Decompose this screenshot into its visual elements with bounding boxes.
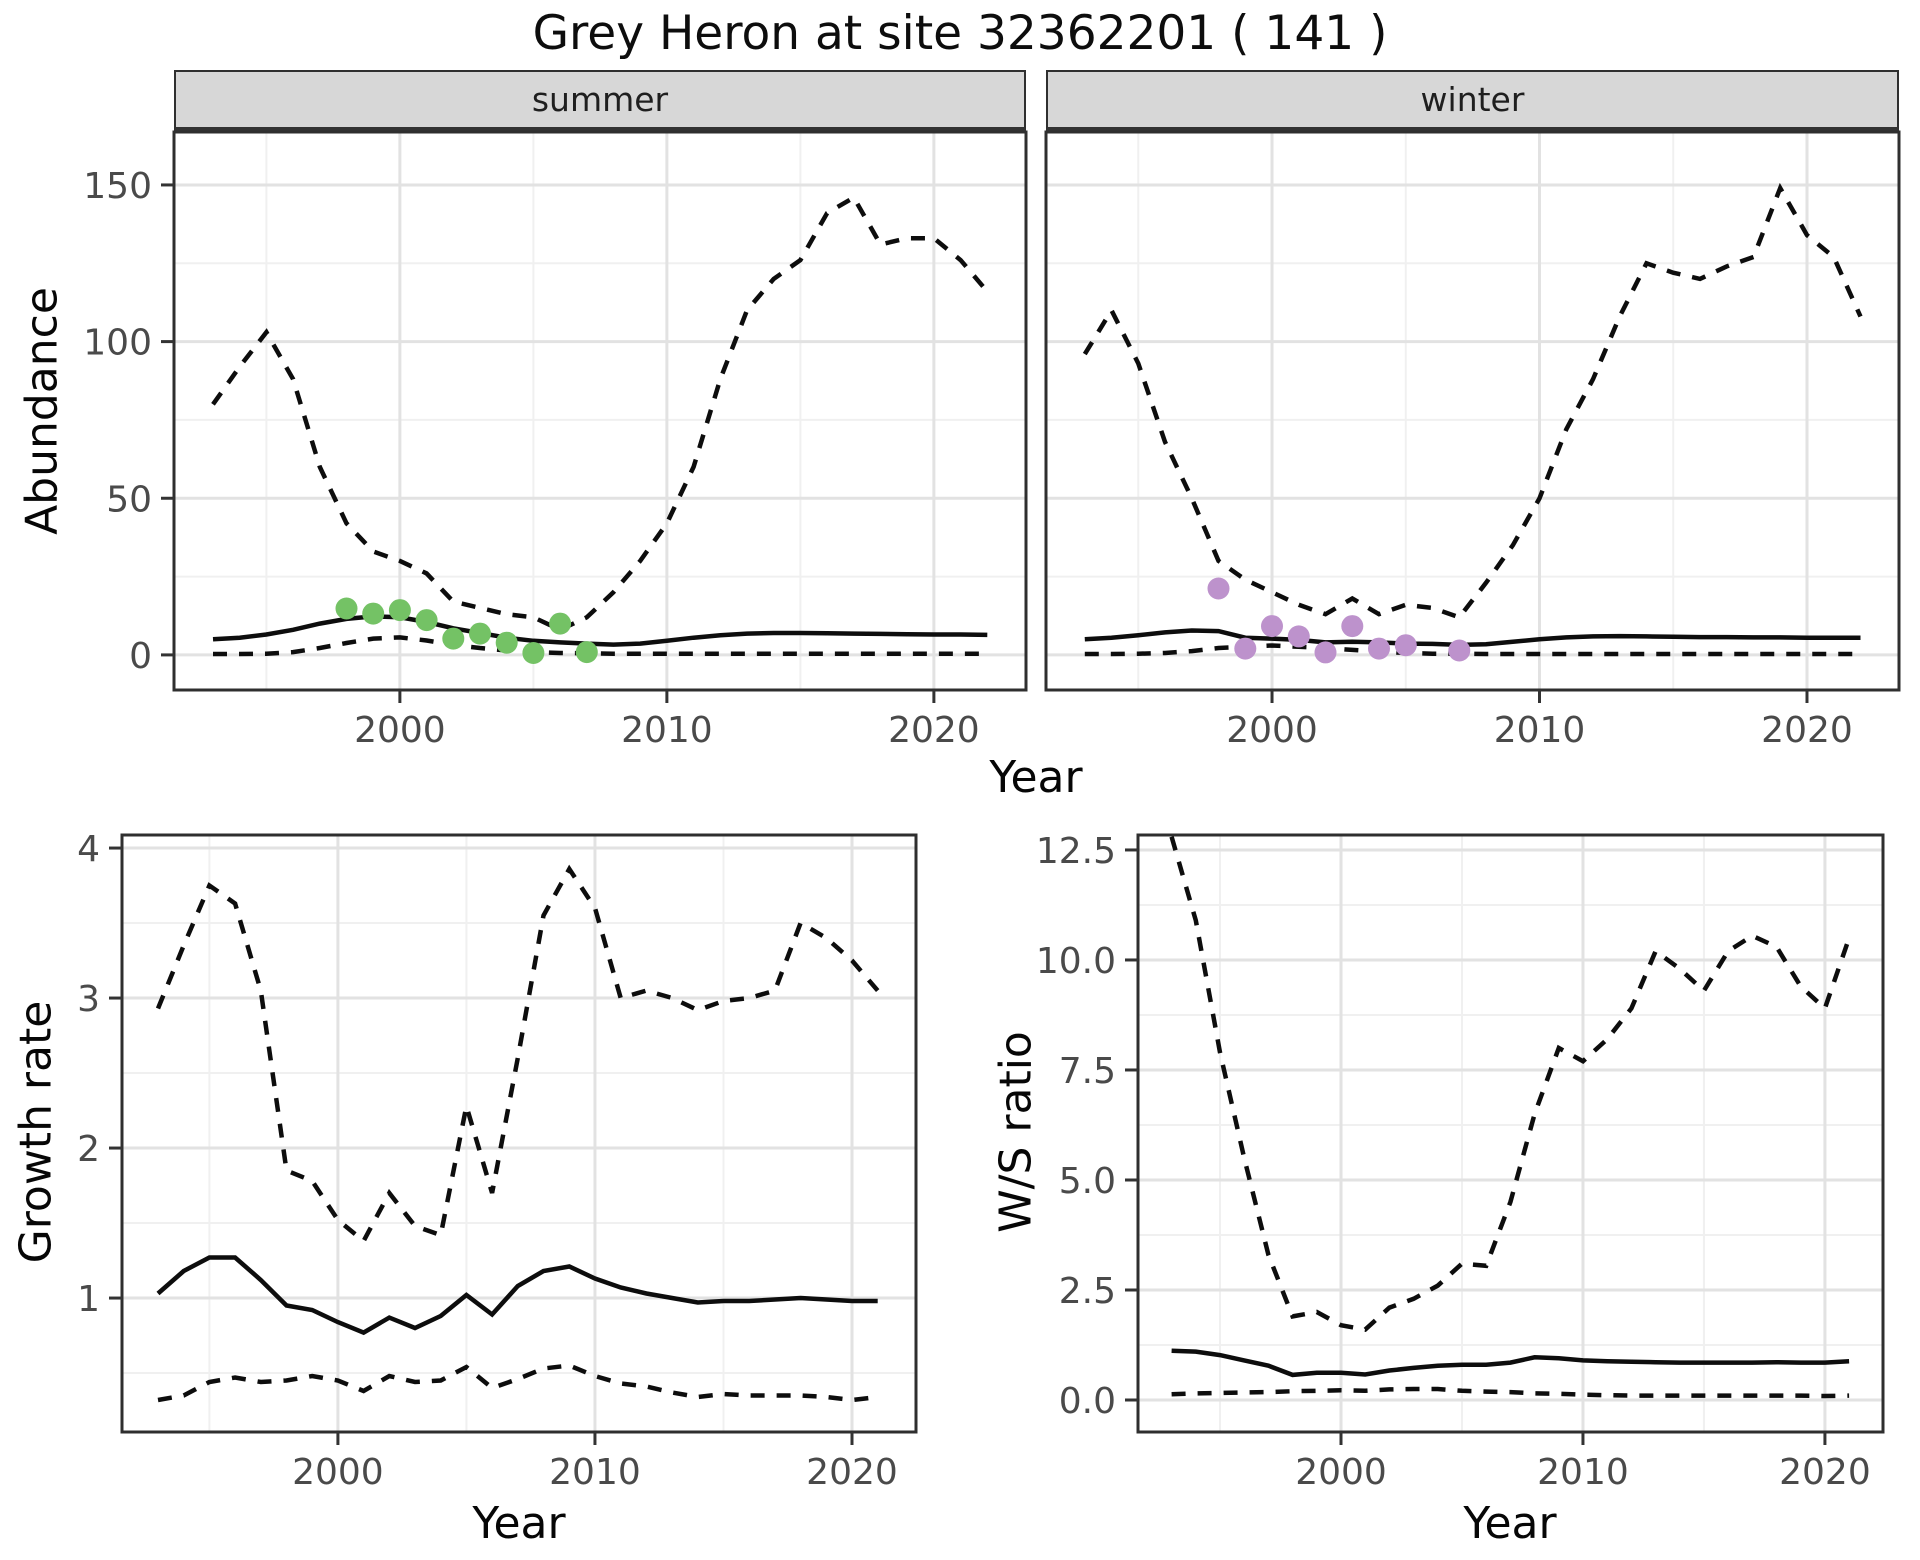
panel-abundance-summer: 2000 2010 2020 0 50 100 150 — [83, 130, 1028, 751]
y-tick-label: 10.0 — [1036, 941, 1116, 982]
x-tick-label: 2020 — [888, 710, 980, 751]
series-lower_95ci-line — [1171, 1386, 1850, 1399]
observed-counts-point — [442, 627, 465, 650]
y-tick-label: 150 — [83, 166, 152, 207]
observed-counts-point — [1207, 577, 1230, 600]
observed-counts-point — [469, 622, 491, 645]
observed-counts-point — [388, 599, 411, 622]
x-tick-label: 2020 — [1779, 1452, 1871, 1493]
x-tick-label: 2000 — [292, 1452, 384, 1493]
y-tick-label: 0 — [129, 636, 152, 677]
y-tick-label: 50 — [106, 479, 152, 520]
y-tick-label: 7.5 — [1059, 1051, 1116, 1092]
panel-growth-rate: 2000 2010 2020 1 2 3 4 — [77, 829, 918, 1493]
figure-title: Grey Heron at site 32362201 ( 141 ) — [532, 6, 1388, 61]
observed-counts-point — [1394, 634, 1417, 657]
y-tick-label: 2.5 — [1059, 1271, 1116, 1312]
y-axis-label-growth-rate: Growth rate — [10, 1000, 62, 1264]
observed-counts-point — [495, 631, 518, 654]
series-upper_95ci-line — [211, 194, 990, 633]
x-tick-label: 2000 — [1295, 1452, 1387, 1493]
y-tick-label: 1 — [77, 1279, 100, 1320]
y-tick-label: 100 — [83, 323, 152, 364]
observed-counts-point — [1341, 615, 1364, 638]
observed-counts-point — [415, 609, 438, 632]
y-tick-label: 0.0 — [1059, 1381, 1116, 1422]
x-axis-label-year-ws: Year — [1463, 1498, 1557, 1549]
series-lower_95ci-line — [157, 1363, 878, 1403]
observed-counts-point — [1314, 641, 1337, 664]
observed-counts-point — [1261, 615, 1283, 638]
panel-ws-ratio: 2000 2010 2020 0.0 2.5 5.0 7.5 10.0 12.5 — [1036, 831, 1885, 1493]
observed-counts-point — [1448, 639, 1471, 662]
series-median-line — [212, 614, 988, 647]
series-upper_95ci-line — [155, 864, 880, 1245]
x-tick-label: 2010 — [1494, 710, 1586, 751]
y-axis-label-ws-ratio: W/S ratio — [990, 1031, 1042, 1233]
y-tick-label: 2 — [77, 1129, 100, 1170]
x-tick-label: 2020 — [806, 1452, 898, 1493]
series-median-line — [1084, 628, 1861, 648]
facet-strip-summer: summer — [174, 70, 1026, 132]
observed-counts-point — [575, 641, 598, 664]
observed-counts-point — [522, 642, 545, 664]
x-tick-label: 2010 — [549, 1452, 641, 1493]
observed-counts-point — [1234, 637, 1257, 660]
x-tick-label: 2020 — [1761, 710, 1853, 751]
facet-strip-winter-label: winter — [1420, 80, 1525, 119]
series-median-line — [1171, 1348, 1850, 1378]
y-axis-label-abundance: Abundance — [16, 287, 68, 535]
y-tick-label: 5.0 — [1059, 1161, 1116, 1202]
observed-counts-point — [1368, 637, 1390, 660]
observed-counts-point — [549, 612, 572, 635]
y-tick-label: 4 — [77, 829, 100, 870]
y-tick-label: 3 — [77, 979, 100, 1020]
y-tick-label: 12.5 — [1036, 831, 1116, 872]
x-tick-label: 2000 — [354, 710, 446, 751]
series-upper_95ci-line — [1169, 836, 1852, 1333]
observed-counts-point — [362, 602, 385, 625]
facet-strip-winter: winter — [1046, 70, 1899, 132]
x-tick-label: 2010 — [1537, 1452, 1629, 1493]
x-axis-label-year-growth: Year — [472, 1498, 566, 1549]
x-tick-label: 2000 — [1226, 710, 1318, 751]
panel-abundance-winter: 2000 2010 2020 — [1044, 130, 1901, 751]
x-tick-label: 2010 — [621, 710, 713, 751]
x-axis-label-year-top: Year — [989, 752, 1083, 803]
series-median-line — [156, 1255, 878, 1336]
series-upper_95ci-line — [1082, 182, 1863, 620]
observed-counts-point — [1287, 625, 1310, 648]
observed-counts-point — [335, 597, 358, 620]
facet-strip-summer-label: summer — [531, 80, 669, 119]
